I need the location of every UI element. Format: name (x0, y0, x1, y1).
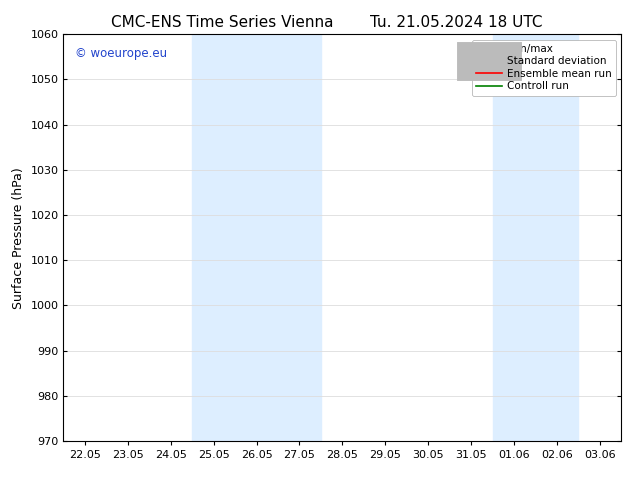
Text: CMC-ENS Time Series Vienna: CMC-ENS Time Series Vienna (111, 15, 333, 30)
Bar (493, 34, 578, 441)
Text: © woeurope.eu: © woeurope.eu (75, 47, 167, 59)
Y-axis label: Surface Pressure (hPa): Surface Pressure (hPa) (12, 167, 25, 309)
Text: Tu. 21.05.2024 18 UTC: Tu. 21.05.2024 18 UTC (370, 15, 543, 30)
Legend: min/max, Standard deviation, Ensemble mean run, Controll run: min/max, Standard deviation, Ensemble me… (472, 40, 616, 96)
Bar (192, 34, 321, 441)
